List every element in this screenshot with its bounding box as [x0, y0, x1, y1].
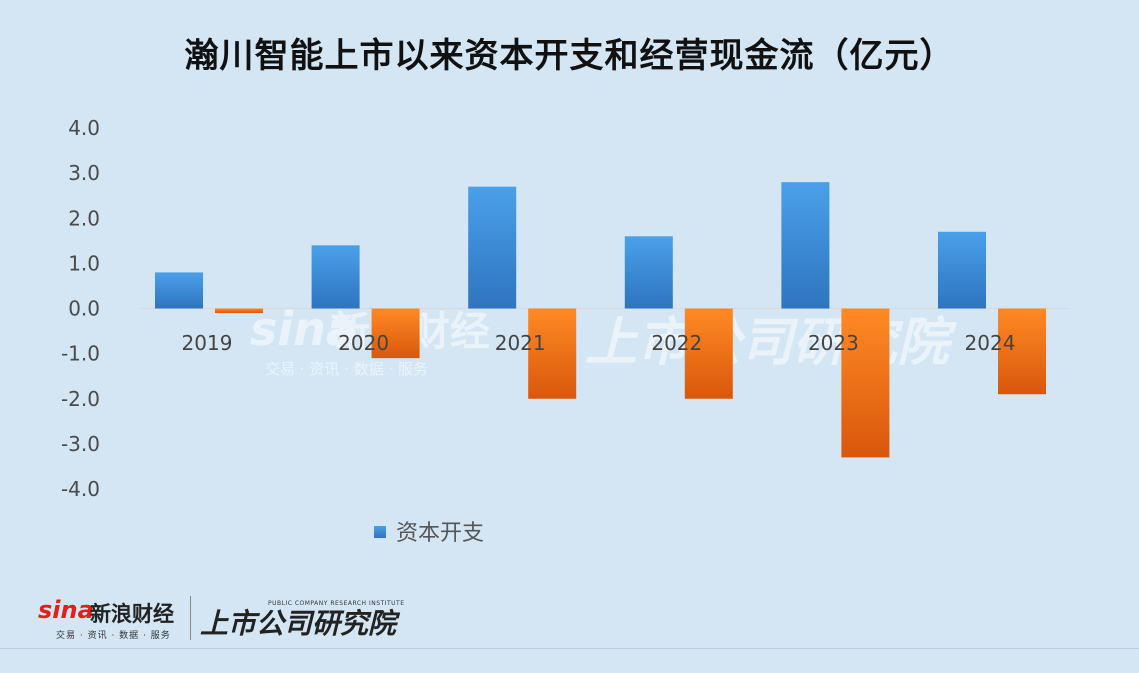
x-category-label: 2023	[808, 331, 859, 355]
y-tick-label: -3.0	[61, 432, 100, 456]
bar-opcashflow-2020	[371, 308, 420, 359]
chart-title: 瀚川智能上市以来资本开支和经营现金流（亿元）	[184, 36, 955, 76]
y-tick-label: -2.0	[61, 387, 100, 411]
y-tick-label: 3.0	[68, 161, 100, 185]
watermark-institute: 上市公司研究院	[585, 313, 957, 373]
x-category-label: 2020	[338, 331, 389, 355]
bar-opcashflow-2023	[841, 308, 890, 458]
logo-divider	[190, 596, 191, 640]
watermark-sina: sina	[250, 302, 357, 356]
sina-logo-text: 新浪财经	[90, 602, 174, 626]
institute-english-name: PUBLIC COMPANY RESEARCH INSTITUTE	[268, 600, 405, 607]
x-category-label: 2022	[651, 331, 702, 355]
bar-capex-2019	[155, 272, 203, 309]
footer: sina 新浪财经 交易 · 资讯 · 数据 · 服务 PUBLIC COMPA…	[0, 590, 1139, 673]
legend-label-capex: 资本开支	[396, 521, 484, 546]
y-tick-label: -4.0	[61, 477, 100, 501]
chart-plot: sina 新浪财经 交易 · 资讯 · 数据 · 服务 上市公司研究院 4.03…	[61, 116, 1070, 546]
bar-capex-2021	[468, 186, 517, 309]
sina-logo: sina	[38, 596, 94, 624]
footer-rule	[0, 648, 1139, 649]
y-tick-label: 1.0	[68, 251, 100, 275]
bar-capex-2024	[938, 231, 986, 309]
x-category-label: 2021	[495, 331, 546, 355]
bar-opcashflow-2022	[684, 308, 733, 399]
x-category-label: 2019	[182, 331, 233, 355]
sina-tagline: 交易 · 资讯 · 数据 · 服务	[56, 631, 171, 641]
x-category-label: 2024	[965, 331, 1016, 355]
bar-capex-2023	[781, 182, 830, 309]
bar-opcashflow-2021	[528, 308, 577, 399]
bar-capex-2020	[311, 245, 360, 309]
y-tick-label: 2.0	[68, 206, 100, 230]
bar-capex-2022	[624, 236, 673, 309]
bar-opcashflow-2024	[998, 308, 1046, 395]
bar-opcashflow-2019	[215, 308, 263, 314]
y-tick-label: 4.0	[68, 116, 100, 140]
y-tick-label: 0.0	[68, 297, 100, 321]
watermark-sina-tagline: 交易 · 资讯 · 数据 · 服务	[265, 360, 428, 378]
legend-swatch-capex	[374, 526, 386, 538]
y-tick-label: -1.0	[61, 342, 100, 366]
institute-logo: 上市公司研究院	[200, 607, 397, 640]
